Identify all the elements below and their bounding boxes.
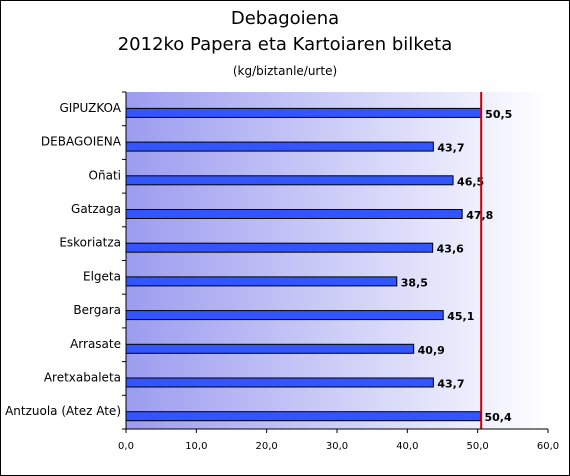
bar xyxy=(125,107,482,118)
data-label: 45,1 xyxy=(447,310,474,323)
data-label: 40,9 xyxy=(418,344,445,357)
x-tick-label: 50,0 xyxy=(467,441,489,452)
chart-subtitle: 2012ko Papera eta Kartoiaren bilketa xyxy=(117,34,453,55)
bar xyxy=(125,175,454,186)
bar xyxy=(125,411,481,422)
data-label: 38,5 xyxy=(401,276,428,289)
x-tick-label: 10,0 xyxy=(185,441,207,452)
data-label: 43,7 xyxy=(437,142,464,155)
bar xyxy=(125,208,463,219)
bar xyxy=(125,343,415,354)
x-tick-label: 40,0 xyxy=(396,441,418,452)
bar xyxy=(125,141,434,152)
data-label: 50,5 xyxy=(485,108,512,121)
category-label: Arrasate xyxy=(70,337,121,351)
x-tick-label: 0,0 xyxy=(118,441,134,452)
data-label: 50,4 xyxy=(484,411,511,424)
data-label: 43,6 xyxy=(437,243,464,256)
category-label: DEBAGOIENA xyxy=(41,135,122,149)
data-label: 46,5 xyxy=(457,175,484,188)
category-label: Eskoriatza xyxy=(59,236,121,250)
data-label: 47,8 xyxy=(466,209,493,222)
category-label: Oñati xyxy=(89,168,121,182)
chart-unit-label: (kg/biztanle/urte) xyxy=(232,64,338,78)
chart-title: Debagoiena xyxy=(230,8,340,29)
category-label: Gatzaga xyxy=(71,202,121,216)
bar xyxy=(125,276,398,287)
category-label: Antzuola (Atez Ate) xyxy=(5,404,121,418)
bar xyxy=(125,242,434,253)
bar xyxy=(125,310,444,321)
x-tick-label: 20,0 xyxy=(256,441,278,452)
bar xyxy=(125,377,434,388)
category-label: Aretxabaleta xyxy=(44,370,121,384)
category-label: GIPUZKOA xyxy=(59,101,121,115)
category-label: Bergara xyxy=(73,303,121,317)
data-label: 43,7 xyxy=(437,377,464,390)
x-tick-label: 60,0 xyxy=(537,441,559,452)
category-label: Elgeta xyxy=(83,269,121,283)
x-tick-label: 30,0 xyxy=(326,441,348,452)
